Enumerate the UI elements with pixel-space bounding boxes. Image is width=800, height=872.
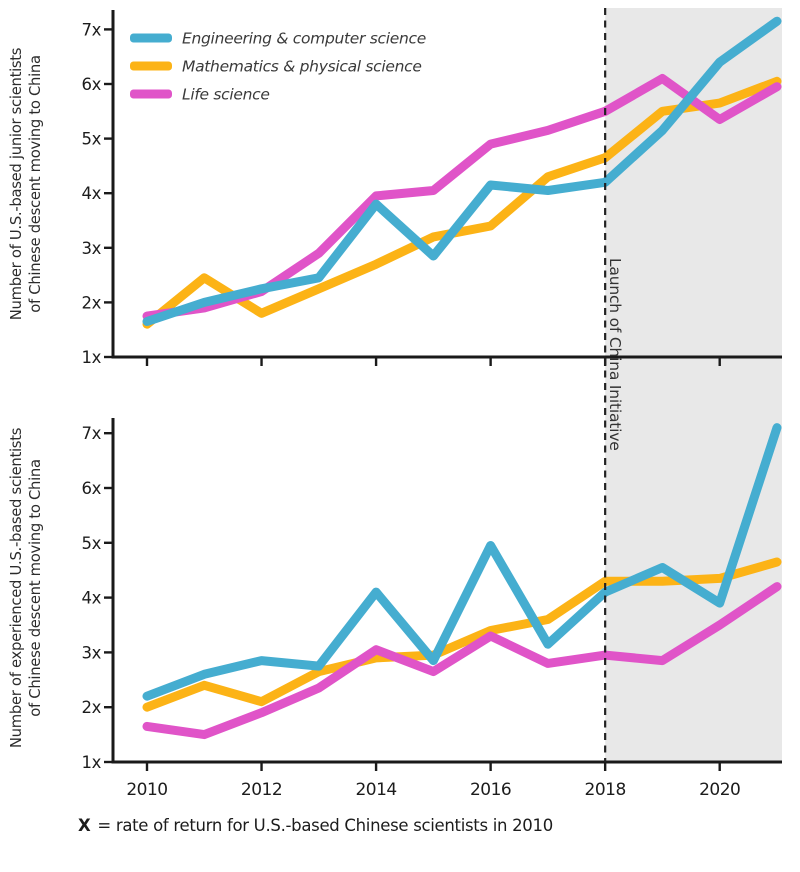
shaded-region	[605, 8, 782, 762]
charts-layer: 1x 2x 3x 4x 5x 6x 7x 1x 2x 3x 4x 5x 6x 7x 2010 2012 2014…	[82, 10, 782, 800]
legend-label: Engineering & computer science	[182, 30, 426, 48]
top-y-title-line2: of Chinese descent moving to China	[27, 55, 44, 313]
y-tick-label: 2x	[82, 698, 102, 717]
bottom-y-title-line1: Number of experienced U.S.-based scienti…	[8, 428, 25, 748]
y-tick-label: 5x	[82, 534, 102, 553]
footnote: X = rate of return for U.S.-based Chines…	[78, 816, 553, 835]
legend-label: Mathematics & physical science	[182, 58, 422, 76]
legend-label: Life science	[182, 86, 270, 104]
y-tick-label: 6x	[82, 479, 102, 498]
launch-of-china-initiative-label: Launch of China Initiative	[606, 258, 624, 451]
x-tick-label: 2014	[355, 780, 396, 800]
legend-swatch	[130, 61, 172, 71]
y-tick-label: 1x	[82, 348, 102, 367]
y-tick-label: 7x	[82, 424, 102, 443]
series-line-0	[142, 423, 782, 701]
legend-swatch	[130, 89, 172, 99]
legend-item: Engineering & computer science	[130, 30, 426, 48]
x-tick-label: 2010	[126, 780, 167, 800]
legend-item: Life science	[130, 86, 270, 104]
y-tick-label: 2x	[82, 293, 102, 312]
series-line-1	[142, 76, 782, 329]
legend-swatch	[130, 33, 172, 43]
legend-item: Mathematics & physical science	[130, 58, 422, 76]
y-tick-label: 3x	[82, 643, 102, 662]
x-tick-label: 2018	[585, 780, 626, 800]
bottom-chart: 1x 2x 3x 4x 5x 6x 7x 2010 2012 2014 2016 2018 2020	[82, 418, 782, 800]
series-line-2	[142, 582, 782, 740]
y-tick-label: 6x	[82, 75, 102, 94]
legend: Engineering & computer science Mathematic…	[130, 30, 426, 104]
y-tick-label: 4x	[82, 184, 102, 203]
y-tick-label: 1x	[82, 753, 102, 772]
y-tick-label: 7x	[82, 20, 102, 39]
top-y-title-line1: Number of U.S.-based junior scientists	[8, 48, 25, 320]
footnote-symbol: X	[78, 816, 91, 835]
y-tick-label: 4x	[82, 589, 102, 608]
bottom-y-title-line2: of Chinese descent moving to China	[27, 459, 44, 717]
footnote-text: = rate of return for U.S.-based Chinese …	[97, 816, 553, 835]
top-chart: 1x 2x 3x 4x 5x 6x 7x	[82, 10, 782, 367]
x-tick-label: 2016	[470, 780, 511, 800]
x-tick-label: 2012	[241, 780, 282, 800]
top-chart-y-axis-title: Number of U.S.-based junior scientists o…	[8, 48, 44, 320]
bottom-chart-y-axis-title: Number of experienced U.S.-based scienti…	[8, 428, 44, 748]
series-line-1	[142, 557, 782, 712]
y-tick-label: 3x	[82, 239, 102, 258]
y-tick-label: 5x	[82, 130, 102, 149]
shaded-region-layer	[605, 8, 782, 762]
series-line-0	[142, 16, 782, 326]
x-tick-label: 2020	[699, 780, 740, 800]
